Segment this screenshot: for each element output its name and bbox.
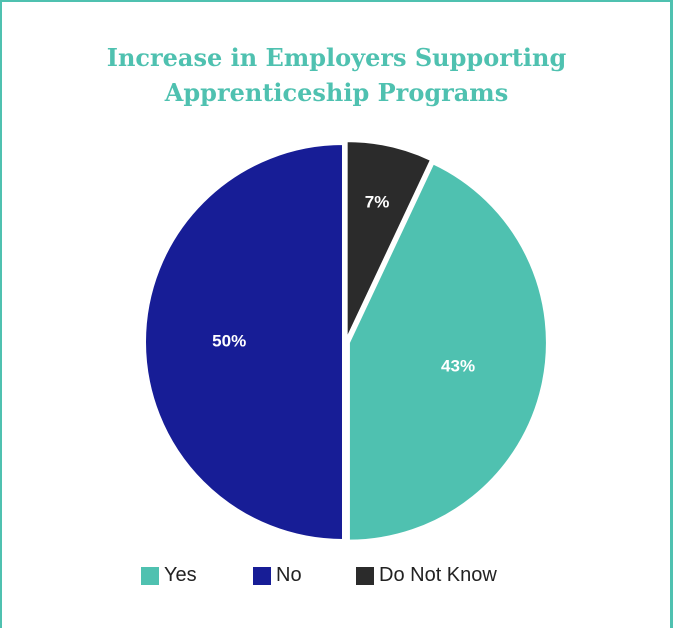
chart-title-line-2: Apprenticeship Programs: [164, 78, 509, 107]
legend-label-yes: Yes: [164, 564, 197, 586]
chart-title-line-1: Increase in Employers Supporting: [106, 43, 567, 72]
slice-yes: [347, 162, 548, 542]
chart-legend: Yes No Do Not Know: [0, 564, 673, 592]
legend-label-no: No: [276, 564, 302, 586]
legend-item-no: No: [253, 564, 302, 587]
data-label-do-not-know: 7%: [365, 192, 390, 211]
data-label-no: 50%: [212, 331, 246, 350]
legend-item-do-not-know: Do Not Know: [356, 564, 497, 587]
legend-label-do-not-know: Do Not Know: [379, 564, 497, 586]
chart-title: Increase in Employers Supporting Apprent…: [0, 40, 673, 110]
legend-swatch-no: [253, 566, 271, 585]
slice-do-not-know: [345, 140, 433, 340]
data-label-yes: 43%: [441, 357, 475, 376]
slice-no: [144, 142, 344, 542]
legend-swatch-yes: [141, 566, 159, 585]
legend-item-yes: Yes: [141, 564, 197, 587]
legend-swatch-do-not-know: [356, 566, 374, 585]
